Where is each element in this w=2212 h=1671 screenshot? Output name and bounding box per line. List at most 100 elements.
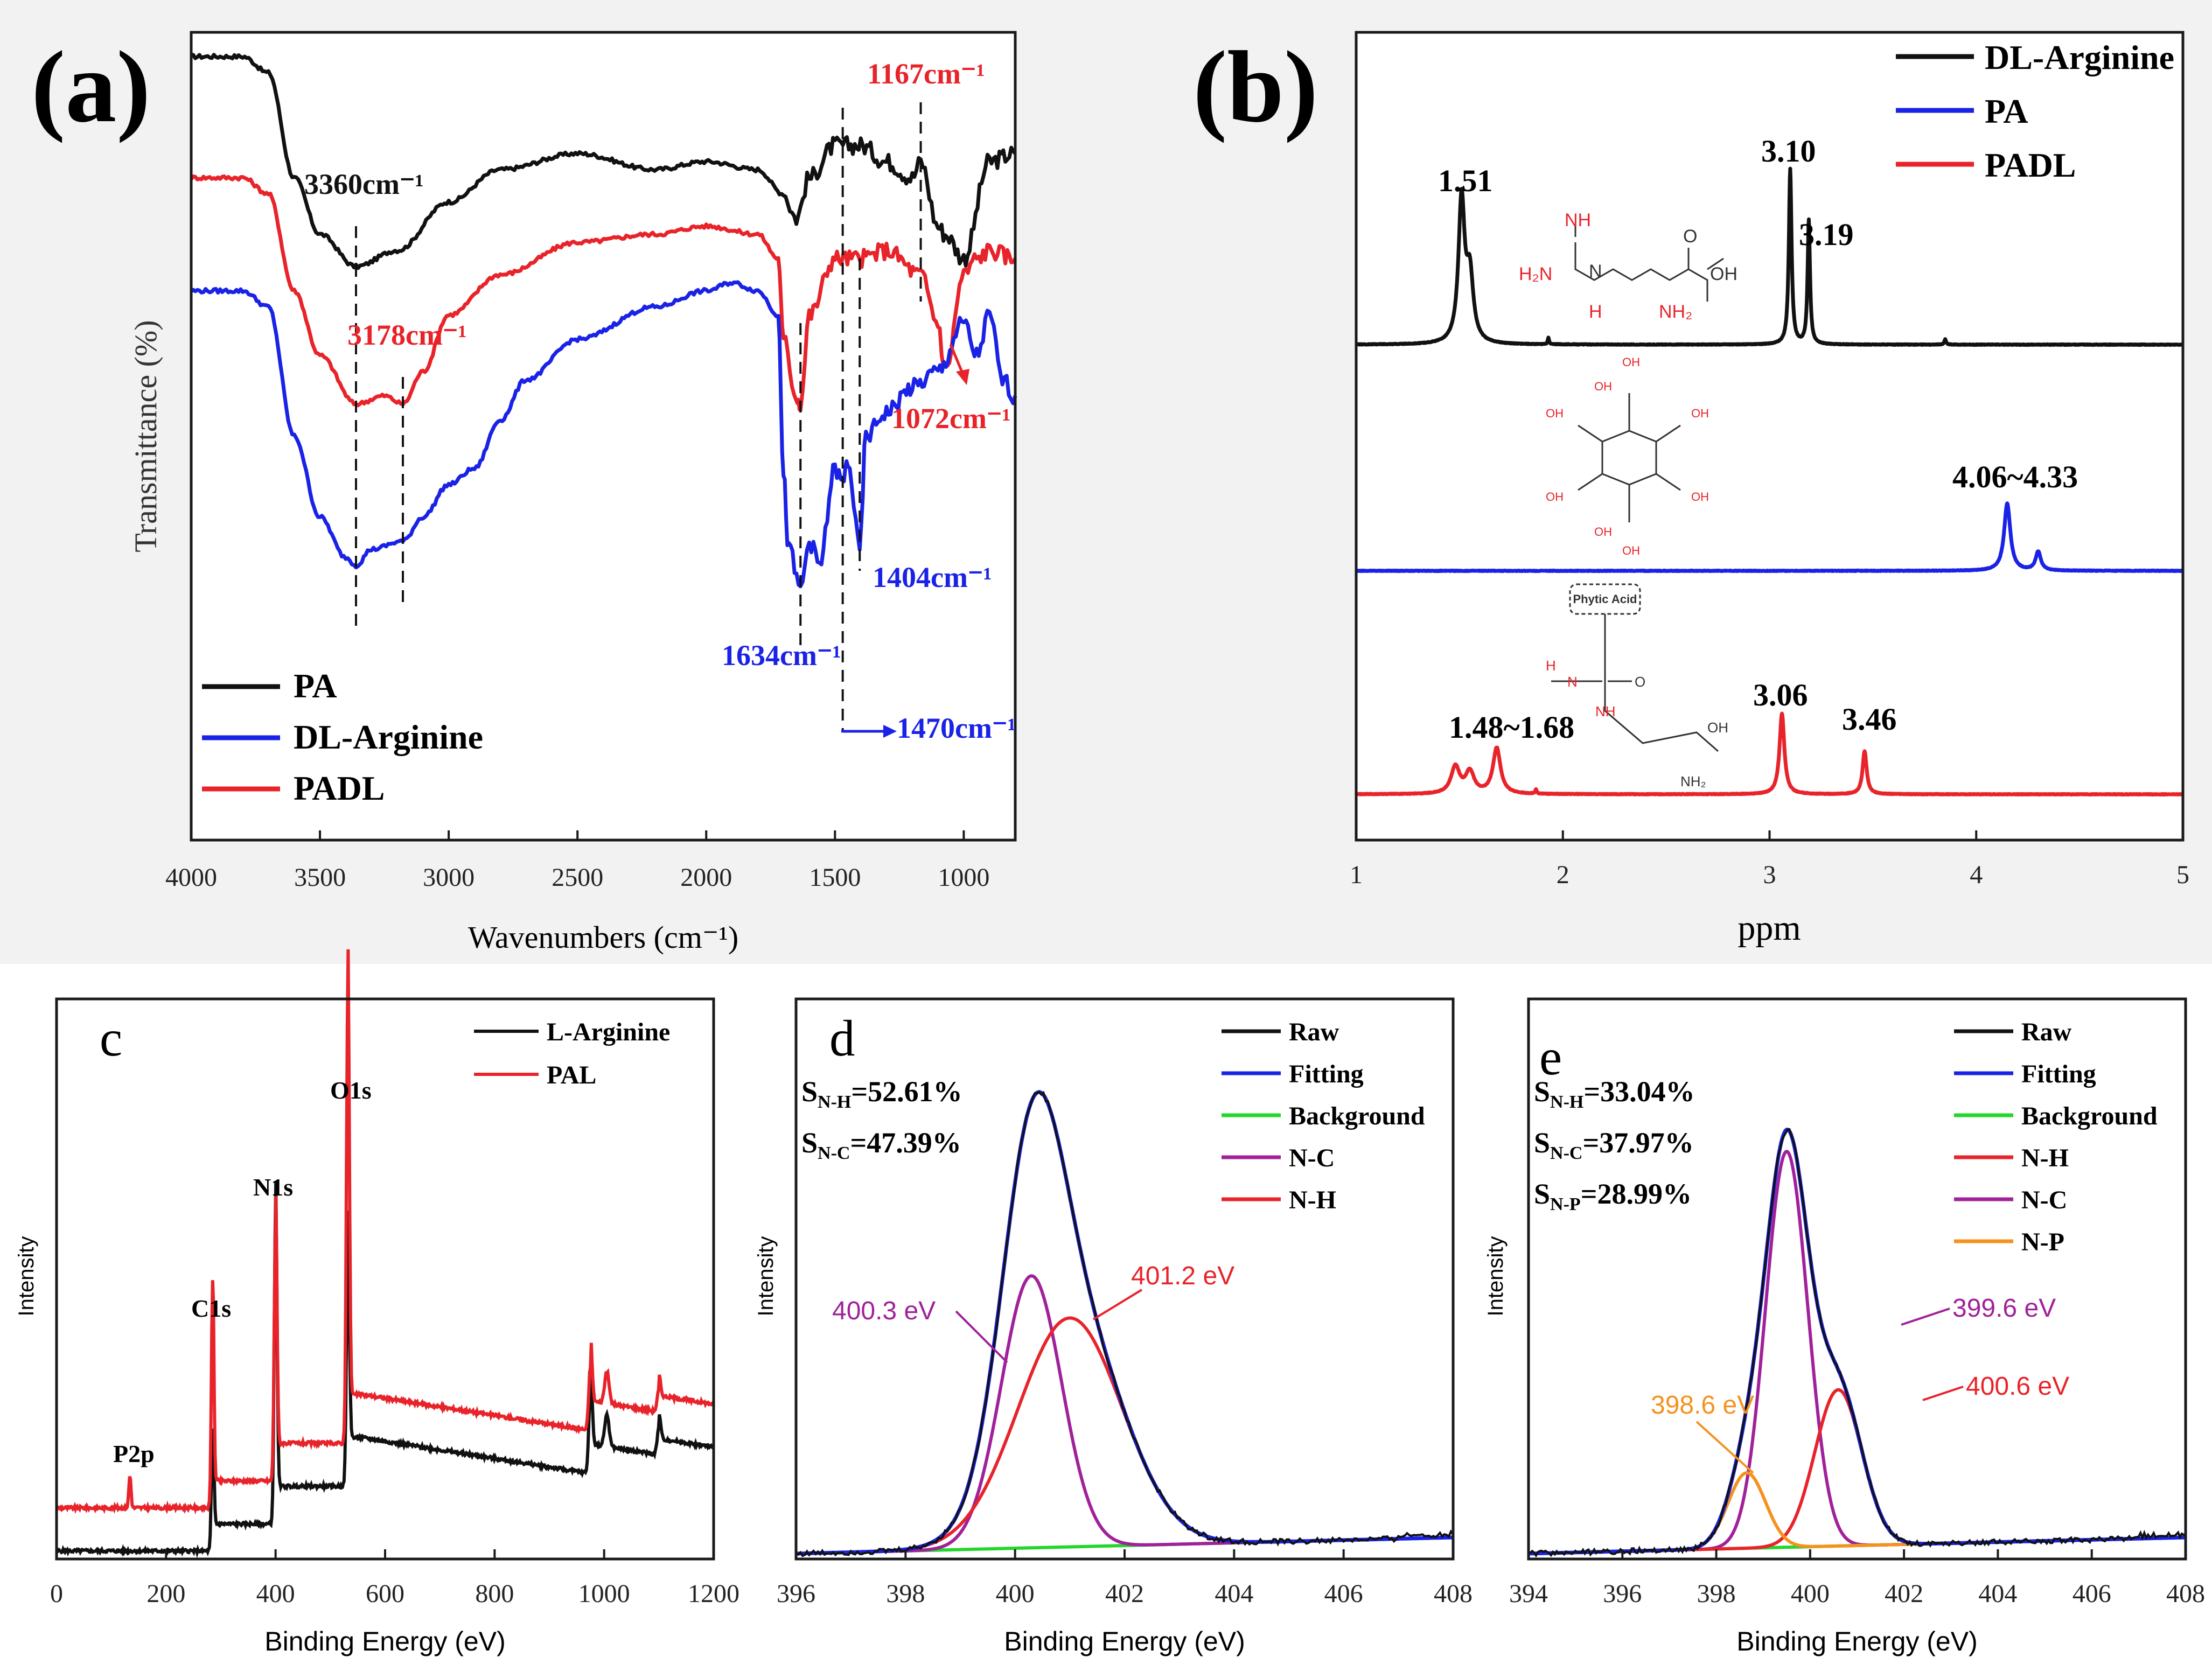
- peak-label-o1s: O1s: [330, 1076, 372, 1104]
- panel-b-label: (b): [1193, 31, 1318, 144]
- annotation-1470: 1470cm⁻¹: [897, 712, 1016, 744]
- legend-label-raw: Raw: [1289, 1018, 1339, 1046]
- padl-oh: OH: [1707, 719, 1728, 736]
- panel-c-ylabel: Intensity: [15, 1236, 38, 1317]
- arrow-401.2: [1092, 1289, 1143, 1320]
- x-tick-label: 800: [475, 1579, 514, 1608]
- legend-label-padl: PADL: [294, 769, 385, 807]
- x-tick-label: 406: [1324, 1579, 1363, 1608]
- area-symbol: S: [801, 1127, 818, 1159]
- phytic-bond-ur: [1656, 424, 1681, 443]
- x-tick-label: 404: [1215, 1579, 1253, 1608]
- x-tick-label: 0: [50, 1579, 63, 1608]
- struct-nh2: NH₂: [1659, 302, 1692, 322]
- legend-label-l-arginine: L-Arginine: [547, 1018, 670, 1046]
- x-tick-label: 600: [366, 1579, 404, 1608]
- arginine-backbone: [1574, 242, 1708, 302]
- x-tick-label: 200: [146, 1579, 185, 1608]
- area-symbol: S: [801, 1075, 818, 1108]
- peak-label-p2p: P2p: [113, 1440, 155, 1467]
- panel-a-frame: [190, 31, 1017, 842]
- panel-b-curves: [1355, 166, 2185, 797]
- peak-label-3.10: 3.10: [1761, 134, 1816, 169]
- x-tick-label: 3000: [423, 863, 475, 892]
- panel-a-ylabel: Transmittance (%): [128, 320, 163, 552]
- padl-backbone: [1604, 614, 1719, 752]
- legend-label-n-p: N-P: [2021, 1228, 2064, 1256]
- x-tick-label: 394: [1509, 1579, 1548, 1608]
- legend-label-b-dl-arginine: DL-Arginine: [1985, 38, 2174, 76]
- x-tick-label: 400: [1791, 1579, 1830, 1608]
- panel-a-label: (a): [31, 31, 151, 144]
- area-value: =47.39%: [850, 1127, 961, 1159]
- arrow-399.6: [1901, 1308, 1950, 1326]
- peak-label-1.51: 1.51: [1438, 163, 1493, 198]
- x-tick-label: 1500: [809, 863, 861, 892]
- x-tick-label: 1000: [938, 863, 989, 892]
- arrow-1470-head: [883, 725, 897, 738]
- arrow-1072-head: [956, 369, 969, 385]
- peak-label-3.06: 3.06: [1753, 677, 1808, 712]
- series-line-dl-arginine: [190, 280, 1017, 589]
- panel-b-xlabel: ppm: [1737, 908, 1801, 948]
- struct-oh: OH: [1710, 264, 1737, 284]
- x-tick-label: 1200: [688, 1579, 739, 1608]
- legend-label-fitting: Fitting: [2021, 1060, 2096, 1088]
- x-tick-label: 1000: [578, 1579, 630, 1608]
- area-symbol: S: [1534, 1127, 1550, 1159]
- x-tick-label: 2500: [552, 863, 603, 892]
- peak-label-401.2: 401.2 eV: [1131, 1262, 1234, 1290]
- legend-label-n-c: N-C: [2021, 1186, 2067, 1214]
- struct-nh: NH: [1565, 210, 1591, 230]
- panel-a-dashed-guides: [355, 102, 922, 732]
- x-tick-label: 2000: [680, 863, 732, 892]
- raw-line: [1528, 1128, 2186, 1558]
- area-sub: N-P: [1550, 1194, 1581, 1214]
- x-tick-label: 3500: [294, 863, 346, 892]
- padl-n: N: [1567, 674, 1578, 690]
- legend-label-dl-arginine: DL-Arginine: [294, 718, 483, 756]
- panel-d-x-ticks: 396 398 400 402 404 406 408: [777, 1549, 1473, 1608]
- phytic-oh-8: OH: [1622, 544, 1640, 557]
- phytic-acid-box-label: Phytic Acid: [1573, 592, 1637, 606]
- x-tick-label: 402: [1885, 1579, 1923, 1608]
- legend-label-n-h: N-H: [2021, 1144, 2069, 1172]
- panel-e-plot-area: [1529, 999, 2186, 1559]
- peak-label-400.6: 400.6 eV: [1966, 1372, 2069, 1401]
- panel-e-curves: [1528, 1127, 2186, 1558]
- panel-a-legend: PA DL-Arginine PADL: [202, 667, 483, 807]
- area-sub: N-C: [818, 1143, 850, 1163]
- panel-d-n1s: 396 398 400 402 404 406 408 d Binding Energy (…: [754, 997, 1473, 1656]
- peak-label-1.48-1.68: 1.48~1.68: [1449, 710, 1574, 745]
- legend-label-background: Background: [2021, 1102, 2158, 1130]
- x-tick-label: 408: [1434, 1579, 1473, 1608]
- legend-label-fitting: Fitting: [1289, 1060, 1364, 1088]
- series-line-pal: [55, 949, 715, 1515]
- x-tick-label: 408: [2166, 1579, 2205, 1608]
- phytic-oh-1: OH: [1622, 355, 1640, 369]
- panel-e-legend: Raw Fitting Background N-H N-C N-P: [1954, 1018, 2158, 1256]
- annotation-1167: 1167cm⁻¹: [867, 58, 985, 90]
- annotation-1634: 1634cm⁻¹: [722, 639, 841, 672]
- panel-e-label: e: [1539, 1029, 1562, 1086]
- panel-d-plot-area: [796, 999, 1453, 1559]
- panel-e-n1s: 394 396 398 400 402 404 406 408 e Binding Energ…: [1484, 997, 2205, 1656]
- panel-b-nmr: 1 2 3 4 5 (b) ppm DL-Arginine PA PADL 1.51 3…: [1099, 0, 2212, 964]
- area-ratio-nc-d: SN-C=47.39%: [801, 1127, 961, 1163]
- x-tick-label: 1: [1350, 861, 1363, 889]
- padl-nh2: NH₂: [1680, 773, 1706, 789]
- area-sub: N-H: [1550, 1092, 1583, 1112]
- nmr-line-pa: [1355, 501, 2185, 574]
- x-tick-label: 398: [886, 1579, 925, 1608]
- x-tick-label: 3: [1763, 861, 1776, 889]
- legend-label-background: Background: [1289, 1102, 1425, 1130]
- panel-c-plot-area: [57, 999, 714, 1559]
- peak-label-n1s: N1s: [253, 1173, 293, 1201]
- panel-d-legend: Raw Fitting Background N-C N-H: [1222, 1018, 1425, 1214]
- phytic-oh-6: OH: [1691, 490, 1709, 504]
- phytic-oh-3: OH: [1546, 407, 1564, 420]
- panel-c-x-ticks: 0 200 400 600 800 1000 1200: [50, 1549, 739, 1608]
- area-sub: N-C: [1550, 1143, 1582, 1163]
- phytic-acid-structure: OH OH OH OH OH OH OH OH: [1546, 355, 1709, 557]
- annotation-3360: 3360cm⁻¹: [304, 168, 424, 200]
